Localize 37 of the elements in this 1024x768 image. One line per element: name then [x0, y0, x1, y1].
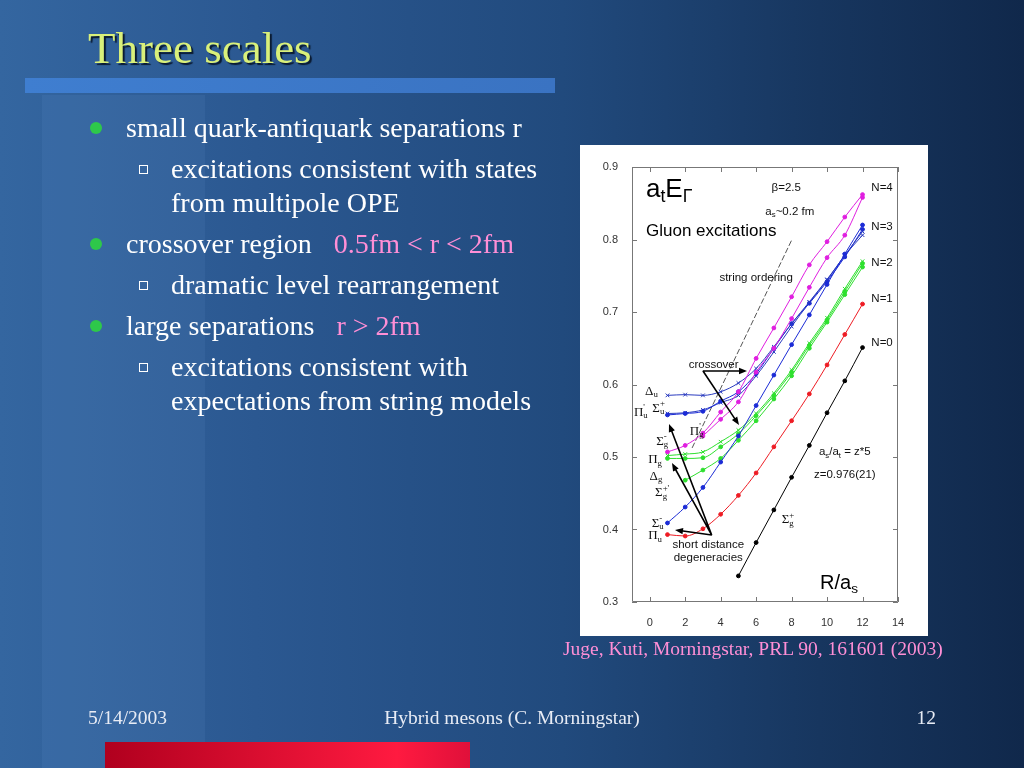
- text: large separations r > 2fm: [126, 310, 421, 341]
- text: Three scales: [88, 22, 312, 74]
- x-tick-label: 14: [891, 615, 905, 628]
- annotation: crossover: [688, 357, 739, 370]
- annotation: β=2.5: [771, 181, 801, 194]
- annotation: N=0: [871, 335, 893, 348]
- text: Hybrid mesons (C. Morningstar): [383, 706, 641, 730]
- y-tick-label: 0.6: [602, 377, 618, 390]
- annotation: N=4: [871, 180, 894, 193]
- text: Juge, Kuti, Morningstar, PRL 90, 161601 (2003): [563, 637, 943, 661]
- y-tick-label: 0.7: [602, 305, 618, 318]
- x-tick-label: 4: [717, 615, 724, 628]
- x-tick-label: 8: [788, 615, 795, 628]
- text: 5/14/2003: [88, 706, 168, 730]
- annotation: short distance degeneracies: [672, 538, 745, 563]
- text: excitations consistent with expectations from string models: [171, 351, 532, 416]
- y-tick-label: 0.8: [602, 232, 618, 245]
- text: dramatic level rearrangement: [171, 269, 500, 300]
- text: crossover region 0.5fm < r < 2fm: [126, 228, 514, 259]
- text: 12: [915, 706, 936, 730]
- annotation: N=2: [871, 256, 893, 268]
- x-tick-label: 6: [753, 615, 760, 628]
- x-tick-label: 10: [820, 615, 834, 628]
- x-tick-label: 0: [646, 615, 653, 628]
- y-tick-label: 0.3: [602, 595, 618, 608]
- x-tick-label: 12: [856, 615, 869, 628]
- text: excitations consistent with states from multipole OPE: [171, 153, 538, 218]
- annotation: z=0.976(21): [813, 468, 876, 481]
- annotation: string ordering: [719, 270, 793, 283]
- text: Gluon excitations: [646, 220, 777, 240]
- annotation: N=3: [871, 220, 893, 233]
- y-tick-label: 0.4: [602, 522, 618, 535]
- y-tick-label: 0.5: [602, 450, 618, 463]
- y-tick-label: 0.9: [602, 160, 618, 173]
- annotation: N=1: [871, 291, 893, 304]
- text: small quark-antiquark separations r: [126, 112, 522, 143]
- x-tick-label: 2: [682, 615, 689, 628]
